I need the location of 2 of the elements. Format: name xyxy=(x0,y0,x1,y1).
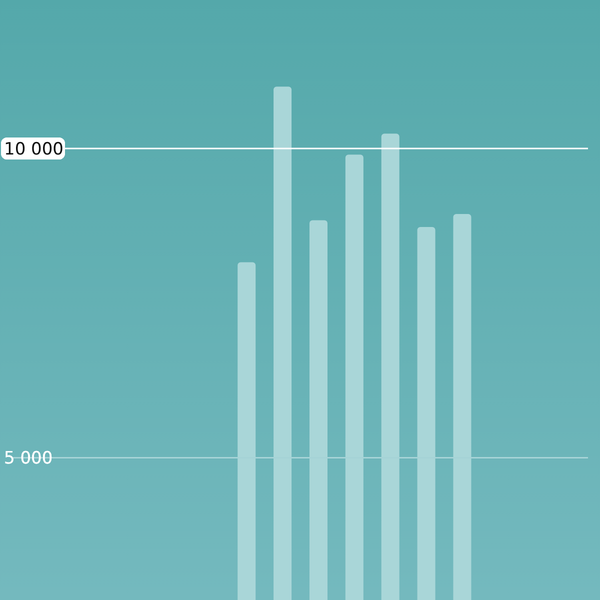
y-tick-label: 5 000 xyxy=(4,448,53,469)
y-tick-label: 10 000 xyxy=(4,139,64,160)
